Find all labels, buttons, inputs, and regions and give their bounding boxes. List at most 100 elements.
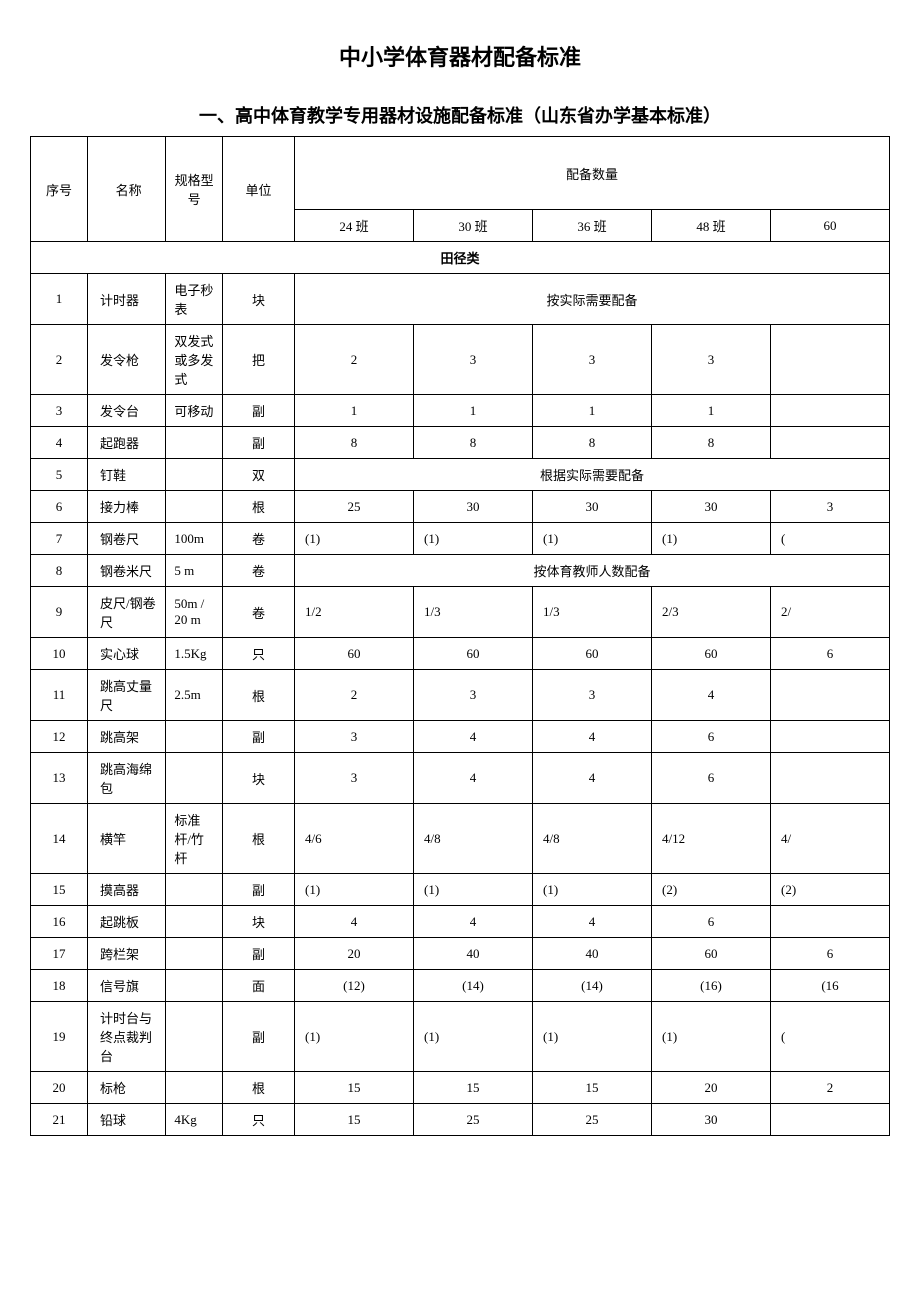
- hdr-idx: 序号: [31, 137, 88, 242]
- cell-qty: 4: [533, 753, 652, 804]
- cell-qty: 30: [414, 491, 533, 523]
- cell-qty: 40: [533, 938, 652, 970]
- table-row: 1计时器电子秒表块按实际需要配备: [31, 274, 890, 325]
- cell-name: 摸高器: [88, 874, 166, 906]
- cell-qty: (: [771, 1002, 890, 1072]
- header-row-1: 序号 名称 规格型号 单位 配备数量: [31, 137, 890, 210]
- cell-name: 钢卷米尺: [88, 555, 166, 587]
- cell-qty: 60: [652, 638, 771, 670]
- category-row: 田径类: [31, 242, 890, 274]
- cell-unit: 根: [223, 804, 295, 874]
- cell-qty: 8: [533, 427, 652, 459]
- category-label: 田径类: [31, 242, 890, 274]
- cell-unit: 副: [223, 1002, 295, 1072]
- cell-qty: (1): [295, 523, 414, 555]
- cell-qty: 15: [295, 1072, 414, 1104]
- cell-qty: 6: [771, 638, 890, 670]
- cell-qty: [771, 906, 890, 938]
- cell-qty: (1): [533, 523, 652, 555]
- cell-qty: (1): [533, 874, 652, 906]
- cell-qty: 3: [414, 325, 533, 395]
- cell-unit: 卷: [223, 523, 295, 555]
- equipment-table: 序号 名称 规格型号 单位 配备数量 24 班 30 班 36 班 48 班 6…: [30, 136, 890, 1136]
- cell-unit: 副: [223, 874, 295, 906]
- cell-unit: 副: [223, 395, 295, 427]
- cell-name: 皮尺/钢卷尺: [88, 587, 166, 638]
- cell-spec: 电子秒表: [166, 274, 223, 325]
- hdr-48: 48 班: [652, 210, 771, 242]
- cell-name: 信号旗: [88, 970, 166, 1002]
- cell-qty: 2: [295, 670, 414, 721]
- cell-name: 发令枪: [88, 325, 166, 395]
- cell-qty: 25: [414, 1104, 533, 1136]
- cell-qty: (1): [414, 874, 533, 906]
- cell-qty: 4/: [771, 804, 890, 874]
- cell-name: 实心球: [88, 638, 166, 670]
- cell-qty: (14): [533, 970, 652, 1002]
- cell-name: 钉鞋: [88, 459, 166, 491]
- cell-spec: 2.5m: [166, 670, 223, 721]
- table-row: 17跨栏架副204040606: [31, 938, 890, 970]
- cell-qty: 3: [533, 670, 652, 721]
- cell-spec: 可移动: [166, 395, 223, 427]
- cell-unit: 根: [223, 670, 295, 721]
- cell-qty: (1): [414, 1002, 533, 1072]
- cell-qty: 20: [295, 938, 414, 970]
- cell-qty: (1): [414, 523, 533, 555]
- cell-qty: 3: [295, 753, 414, 804]
- hdr-qty: 配备数量: [295, 137, 890, 210]
- cell-qty: [771, 325, 890, 395]
- cell-qty: [771, 427, 890, 459]
- cell-spec: [166, 459, 223, 491]
- cell-qty: 60: [414, 638, 533, 670]
- cell-qty: 20: [652, 1072, 771, 1104]
- cell-qty: [771, 721, 890, 753]
- cell-idx: 4: [31, 427, 88, 459]
- cell-spec: 双发式或多发式: [166, 325, 223, 395]
- cell-unit: 把: [223, 325, 295, 395]
- cell-qty: (: [771, 523, 890, 555]
- cell-qty: 4/8: [414, 804, 533, 874]
- cell-qty: 3: [652, 325, 771, 395]
- cell-qty: 2: [771, 1072, 890, 1104]
- table-row: 10实心球1.5Kg只606060606: [31, 638, 890, 670]
- hdr-24: 24 班: [295, 210, 414, 242]
- cell-qty: 6: [652, 753, 771, 804]
- cell-idx: 11: [31, 670, 88, 721]
- cell-qty: 3: [295, 721, 414, 753]
- cell-name: 跨栏架: [88, 938, 166, 970]
- cell-name: 发令台: [88, 395, 166, 427]
- cell-qty: 1/3: [414, 587, 533, 638]
- cell-name: 钢卷尺: [88, 523, 166, 555]
- cell-spec: [166, 874, 223, 906]
- cell-name: 横竿: [88, 804, 166, 874]
- cell-idx: 9: [31, 587, 88, 638]
- cell-unit: 只: [223, 638, 295, 670]
- cell-idx: 14: [31, 804, 88, 874]
- cell-note: 根据实际需要配备: [295, 459, 890, 491]
- cell-name: 计时器: [88, 274, 166, 325]
- cell-qty: (1): [295, 1002, 414, 1072]
- cell-qty: 15: [533, 1072, 652, 1104]
- table-row: 6接力棒根253030303: [31, 491, 890, 523]
- table-row: 11跳高丈量尺2.5m根2334: [31, 670, 890, 721]
- table-row: 4起跑器副8888: [31, 427, 890, 459]
- cell-qty: 4/6: [295, 804, 414, 874]
- cell-qty: (16): [652, 970, 771, 1002]
- cell-spec: [166, 427, 223, 459]
- cell-name: 计时台与终点裁判台: [88, 1002, 166, 1072]
- cell-note: 按实际需要配备: [295, 274, 890, 325]
- cell-unit: 面: [223, 970, 295, 1002]
- table-row: 3发令台可移动副1111: [31, 395, 890, 427]
- cell-idx: 15: [31, 874, 88, 906]
- page-title: 中小学体育器材配备标准: [30, 40, 890, 72]
- table-row: 12跳高架副3446: [31, 721, 890, 753]
- cell-idx: 5: [31, 459, 88, 491]
- cell-qty: (1): [295, 874, 414, 906]
- table-row: 2发令枪双发式或多发式把2333: [31, 325, 890, 395]
- cell-qty: (2): [652, 874, 771, 906]
- cell-qty: 2/3: [652, 587, 771, 638]
- table-row: 5钉鞋双根据实际需要配备: [31, 459, 890, 491]
- table-row: 20标枪根151515202: [31, 1072, 890, 1104]
- cell-idx: 2: [31, 325, 88, 395]
